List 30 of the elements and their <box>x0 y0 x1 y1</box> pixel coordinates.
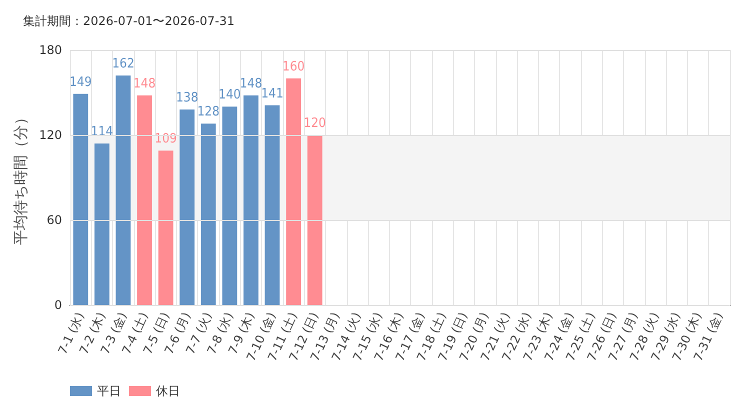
legend-label: 平日 <box>97 384 121 398</box>
data-label: 140 <box>218 88 241 103</box>
data-label: 120 <box>304 116 326 131</box>
data-label: 148 <box>240 76 262 92</box>
data-label: 160 <box>282 59 305 74</box>
bar <box>137 95 152 305</box>
legend-label: 休日 <box>156 384 180 398</box>
y-axis-title: 平均待ち時間（分） <box>12 110 30 245</box>
y-tick-label: 0 <box>54 298 62 312</box>
bar <box>286 78 301 305</box>
bar <box>222 106 238 305</box>
data-label: 149 <box>69 74 92 90</box>
bar <box>307 135 322 305</box>
bar <box>116 76 131 305</box>
chart-title: 集計期間：2026-07-01〜2026-07-31 <box>23 14 234 28</box>
y-tick-label: 120 <box>39 128 62 142</box>
data-label: 148 <box>133 76 156 92</box>
data-label: 128 <box>197 104 220 120</box>
bar <box>158 150 174 305</box>
data-label: 162 <box>112 56 134 72</box>
y-tick-label: 60 <box>46 213 62 227</box>
bar <box>200 124 216 305</box>
bar <box>94 144 110 305</box>
bar <box>73 94 88 305</box>
bar <box>244 95 258 305</box>
bar <box>264 105 280 305</box>
y-tick-label: 180 <box>39 43 62 57</box>
data-label: 141 <box>261 86 284 102</box>
data-label: 138 <box>176 90 198 106</box>
bar <box>180 110 195 305</box>
